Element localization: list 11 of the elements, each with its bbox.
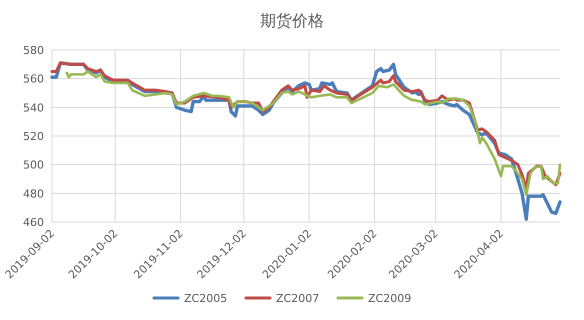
y-tick-label: 500 (23, 158, 44, 172)
legend-label: ZC2009 (368, 292, 412, 305)
legend-label: ZC2005 (184, 292, 228, 305)
y-tick-label: 520 (23, 130, 44, 143)
legend-label: ZC2007 (276, 292, 320, 305)
y-tick-label: 560 (23, 72, 44, 86)
y-tick-label: 460 (23, 216, 44, 229)
y-tick-label: 580 (23, 44, 44, 57)
y-tick-label: 540 (23, 101, 44, 114)
chart-title: 期货价格 (260, 11, 324, 30)
y-tick-label: 480 (23, 187, 44, 200)
